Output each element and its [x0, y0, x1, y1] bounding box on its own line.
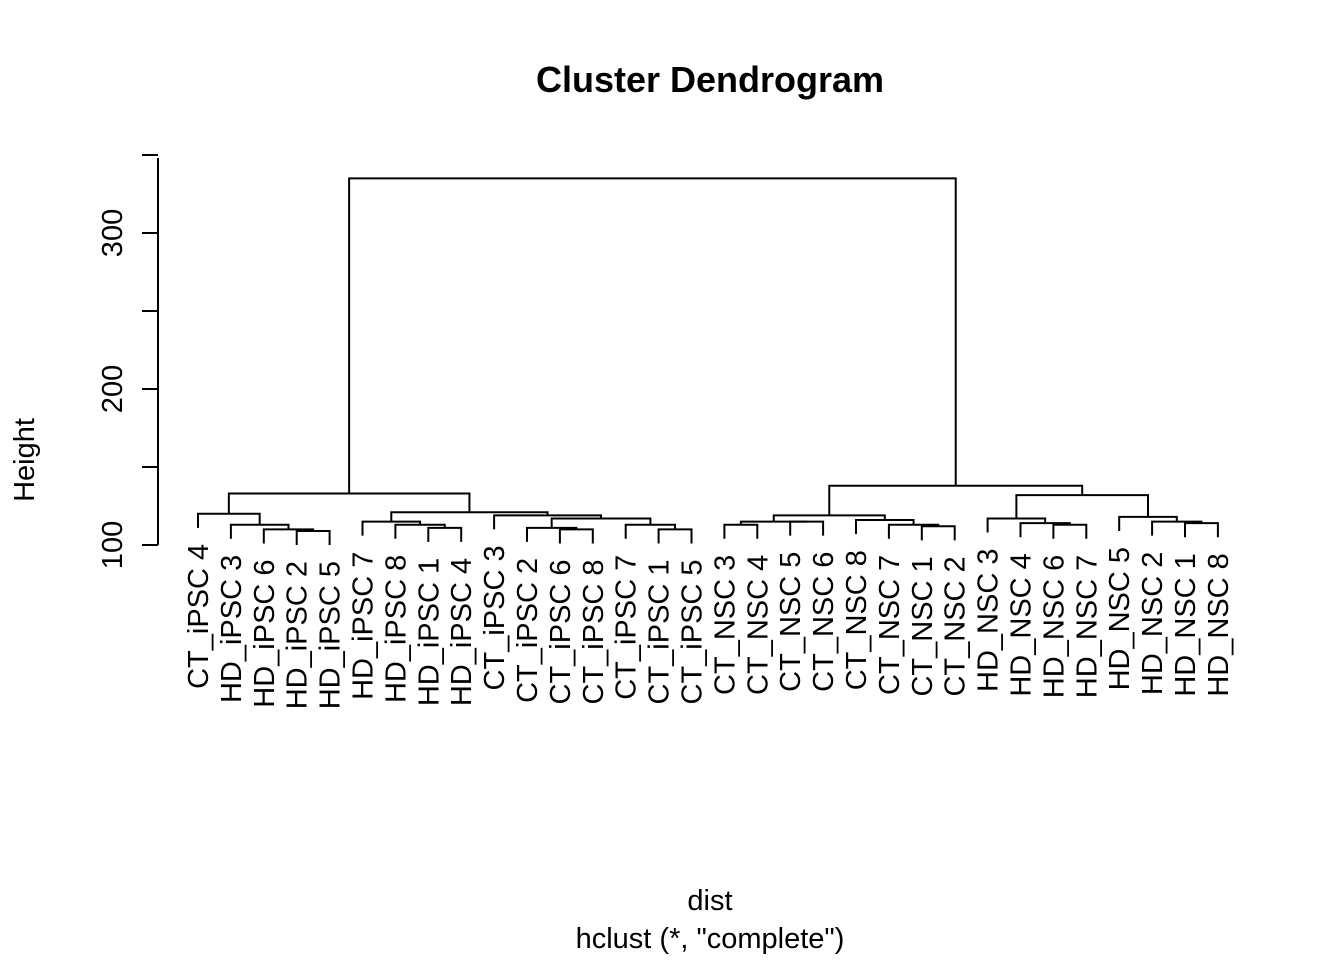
leaf-label: HD_NSC 1 — [1170, 553, 1202, 696]
leaf-label: HD_NSC 8 — [1203, 553, 1235, 696]
y-axis-label: Height — [9, 418, 41, 502]
dendrogram-link — [920, 525, 956, 541]
leaf-label: HD_NSC 4 — [1006, 553, 1038, 696]
chart-title: Cluster Dendrogram — [536, 59, 884, 100]
leaf-label: HD_iPSC 2 — [282, 561, 314, 709]
dendrogram-link — [394, 523, 446, 539]
leaf-label: CT_iPSC 2 — [512, 558, 544, 703]
leaf-label: CT_NSC 1 — [907, 556, 939, 696]
leaf-label: CT_iPSC 7 — [611, 555, 643, 700]
dendrogram-link — [1052, 523, 1088, 539]
leaf-label: HD_NSC 7 — [1071, 555, 1103, 698]
leaf-label: HD_iPSC 6 — [249, 559, 281, 707]
leaf-label: CT_iPSC 3 — [479, 545, 511, 690]
dendrogram-link — [739, 520, 807, 525]
dendrogram-link — [1118, 515, 1178, 531]
leaf-label: HD_iPSC 5 — [315, 561, 347, 709]
leaf-label: HD_NSC 5 — [1104, 547, 1136, 690]
method-sublabel: hclust (*, "complete") — [576, 923, 845, 955]
leaf-label: HD_iPSC 4 — [446, 558, 478, 706]
y-ticks: 100 200 300 — [97, 154, 158, 569]
y-tick-label: 100 — [97, 521, 129, 569]
leaf-label: CT_NSC 3 — [709, 555, 741, 695]
leaf-label: HD_iPSC 3 — [216, 555, 248, 703]
dendrogram-link — [295, 529, 331, 545]
leaf-label: CT_NSC 8 — [841, 550, 873, 690]
dendrogram-link — [550, 517, 652, 528]
dendrogram-link — [197, 512, 261, 528]
leaf-label: HD_iPSC 8 — [380, 555, 412, 703]
dendrogram-link — [986, 517, 1047, 533]
dendrogram-link — [1015, 494, 1149, 519]
dendrogram-link — [361, 520, 422, 536]
leaf-label: CT_NSC 4 — [742, 555, 774, 695]
dendrogram-link — [390, 511, 549, 522]
leaf-label: CT_iPSC 5 — [677, 559, 709, 704]
dendrogram-links — [197, 177, 1219, 545]
dendrogram-link — [657, 528, 693, 544]
leaf-label: CT_iPSC 8 — [578, 559, 610, 704]
dendrogram-link — [558, 528, 594, 544]
leaf-label: CT_iPSC 1 — [644, 559, 676, 704]
dendrogram-link — [1184, 522, 1219, 538]
leaf-label: CT_iPSC 4 — [183, 544, 215, 689]
y-tick-label: 200 — [97, 365, 129, 413]
leaf-label: HD_NSC 3 — [973, 549, 1005, 692]
dendrogram-link — [229, 523, 290, 539]
leaf-label: CT_NSC 2 — [940, 556, 972, 696]
dendrogram-link — [789, 520, 825, 536]
dendrogram-link — [348, 177, 957, 494]
leaf-label: HD_NSC 2 — [1137, 552, 1169, 695]
dendrogram-link — [624, 523, 677, 539]
leaf-label: HD_NSC 6 — [1038, 555, 1070, 698]
y-tick-label: 300 — [97, 209, 129, 257]
dendrogram-link — [427, 526, 463, 542]
dendrogram-link — [227, 492, 471, 514]
dendrogram-link — [828, 484, 1084, 516]
leaf-label: CT_iPSC 6 — [545, 559, 577, 704]
x-axis-label: dist — [687, 885, 732, 917]
leaf-label: CT_NSC 6 — [808, 552, 840, 692]
y-axis: 100 200 300 — [97, 154, 159, 569]
leaf-label: HD_iPSC 7 — [348, 552, 380, 700]
leaf-labels: CT_iPSC 4 HD_iPSC 3 HD_iPSC 6 HD_iPSC 2 HD_i… — [183, 544, 1235, 709]
dendrogram-link — [723, 523, 759, 539]
leaf-label: HD_iPSC 1 — [413, 558, 445, 706]
leaf-label: CT_NSC 5 — [775, 552, 807, 692]
leaf-label: CT_NSC 7 — [874, 555, 906, 695]
dendrogram-link — [855, 519, 915, 535]
